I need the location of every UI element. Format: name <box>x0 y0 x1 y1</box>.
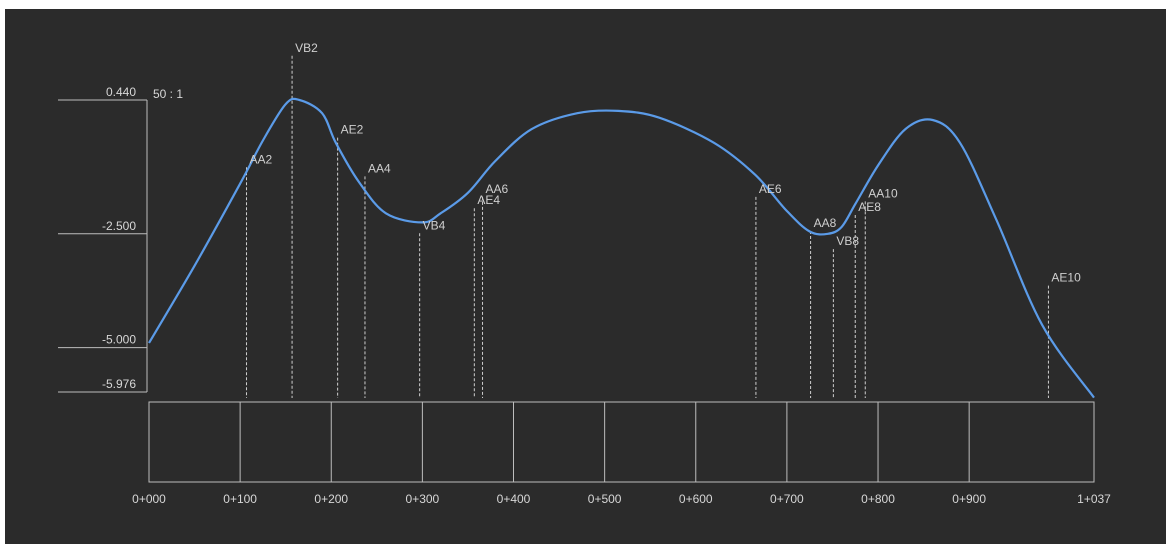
x-tick-label: 0+400 <box>497 492 531 506</box>
station-band <box>148 401 1095 483</box>
profile-chart: 50 : 1 0.440 -2.500 -5.000 -5.976 VB2 AA2 AE2… <box>58 41 1111 506</box>
station-label: AA8 <box>814 216 837 230</box>
x-tick-label: 0+200 <box>314 492 348 506</box>
station-guides <box>246 55 1049 398</box>
station-label: AA10 <box>868 186 898 200</box>
x-tick-label: 0+000 <box>132 492 166 506</box>
station-label: AA4 <box>368 161 391 175</box>
x-axis: 0+000 0+100 0+200 0+300 0+400 0+500 0+600 0+700… <box>132 492 1111 506</box>
y-tick-label: -5.000 <box>102 333 136 347</box>
x-tick-label: 0+500 <box>588 492 622 506</box>
x-tick-label: 0+800 <box>861 492 895 506</box>
y-tick-label: -2.500 <box>102 219 136 233</box>
x-tick-label: 0+100 <box>223 492 257 506</box>
profile-line <box>148 97 1095 399</box>
x-tick-label: 0+700 <box>770 492 804 506</box>
station-label: VB8 <box>836 234 859 248</box>
station-label: VB4 <box>423 218 446 232</box>
x-tick-label: 0+900 <box>952 492 986 506</box>
chart-canvas: 50 : 1 0.440 -2.500 -5.000 -5.976 VB2 AA2 AE2… <box>5 9 1166 544</box>
scale-label: 50 : 1 <box>153 87 183 101</box>
y-tick-label: 0.440 <box>106 85 136 99</box>
profile-curve <box>148 97 1095 399</box>
station-label: AA6 <box>486 182 509 196</box>
station-label: AE10 <box>1051 271 1081 285</box>
y-tick-label: -5.976 <box>102 377 136 391</box>
station-label: AE4 <box>477 193 500 207</box>
x-tick-label: 1+037 <box>1077 492 1111 506</box>
station-label: AE2 <box>341 123 364 137</box>
x-tick-label: 0+300 <box>406 492 440 506</box>
station-label: AA2 <box>250 152 273 166</box>
band-frame <box>148 401 1095 483</box>
station-label: VB2 <box>295 41 318 55</box>
y-axis: 0.440 -2.500 -5.000 -5.976 <box>58 85 148 393</box>
station-label: AE8 <box>858 200 881 214</box>
x-tick-label: 0+600 <box>679 492 713 506</box>
station-label: AE6 <box>759 182 782 196</box>
